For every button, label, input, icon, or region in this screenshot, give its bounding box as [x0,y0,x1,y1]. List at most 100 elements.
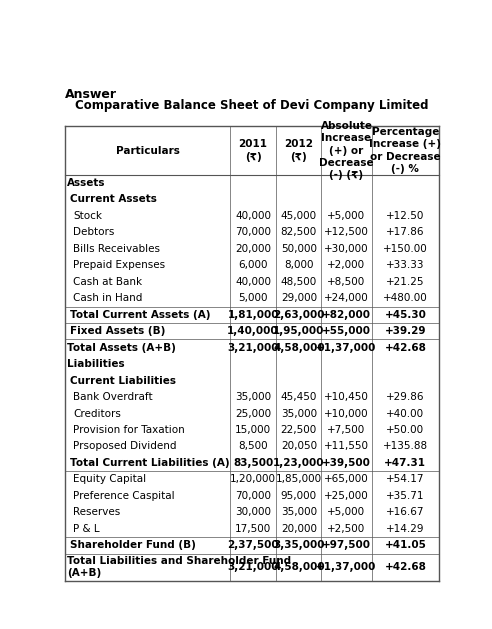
Text: Preference Caspital: Preference Caspital [73,491,175,501]
Text: 5,000: 5,000 [238,293,268,303]
Text: +65,000: +65,000 [324,474,369,484]
Text: 22,500: 22,500 [281,425,317,435]
Text: Comparative Balance Sheet of Devi Company Limited: Comparative Balance Sheet of Devi Compan… [75,99,429,112]
Text: 3,21,000: 3,21,000 [227,343,279,353]
Text: 45,450: 45,450 [280,392,317,402]
Text: 30,000: 30,000 [235,508,271,517]
Text: Total Current Liabilities (A): Total Current Liabilities (A) [70,458,229,468]
Text: +35.71: +35.71 [386,491,425,501]
Text: +7,500: +7,500 [327,425,366,435]
Text: Bank Overdraft: Bank Overdraft [73,392,153,402]
Text: 8,000: 8,000 [284,260,313,270]
Text: +17.86: +17.86 [386,228,425,237]
Text: +24,000: +24,000 [324,293,369,303]
Text: +10,450: +10,450 [324,392,369,402]
Text: Debtors: Debtors [73,228,114,237]
Text: +5,000: +5,000 [328,508,366,517]
Text: +33.33: +33.33 [386,260,425,270]
Text: 70,000: 70,000 [235,491,271,501]
Text: +42.68: +42.68 [384,343,426,353]
Text: +2,500: +2,500 [327,524,366,534]
Text: +40.00: +40.00 [386,409,425,418]
Text: Stock: Stock [73,211,102,221]
Text: +1,37,000: +1,37,000 [316,343,377,353]
Text: 2,37,500: 2,37,500 [227,540,279,550]
Text: 40,000: 40,000 [235,211,271,221]
Text: 35,000: 35,000 [281,409,317,418]
Text: 50,000: 50,000 [281,244,317,254]
Text: +39.29: +39.29 [385,326,426,337]
Text: 1,23,000: 1,23,000 [273,458,325,468]
Text: 2011
(₹): 2011 (₹) [239,140,268,162]
Text: 48,500: 48,500 [281,277,317,287]
Text: 1,85,000: 1,85,000 [276,474,322,484]
Text: 20,000: 20,000 [281,524,317,534]
Text: 35,000: 35,000 [281,508,317,517]
Text: 6,000: 6,000 [238,260,268,270]
Text: Cash in Hand: Cash in Hand [73,293,142,303]
Text: Total Liabilities and Shareholder Fund
(A+B): Total Liabilities and Shareholder Fund (… [67,556,291,578]
Text: 1,40,000: 1,40,000 [227,326,279,337]
Text: 29,000: 29,000 [281,293,317,303]
Text: 83,500: 83,500 [233,458,273,468]
Text: Cash at Bank: Cash at Bank [73,277,142,287]
Text: 17,500: 17,500 [235,524,271,534]
Text: Assets: Assets [67,178,106,188]
Text: 25,000: 25,000 [235,409,271,418]
Text: Prsoposed Dividend: Prsoposed Dividend [73,442,177,452]
Text: 4,58,000: 4,58,000 [273,343,325,353]
Text: 2,63,000: 2,63,000 [273,309,325,320]
Text: +29.86: +29.86 [386,392,425,402]
Text: Current Assets: Current Assets [70,194,157,204]
Text: +54.17: +54.17 [386,474,425,484]
Text: 40,000: 40,000 [235,277,271,287]
Text: Prepaid Expenses: Prepaid Expenses [73,260,165,270]
Text: 20,000: 20,000 [235,244,271,254]
Text: 20,050: 20,050 [281,442,317,452]
Text: 1,95,000: 1,95,000 [273,326,325,337]
Text: Absolute
Increase
(+) or
Decrease
(-) (₹): Absolute Increase (+) or Decrease (-) (₹… [319,121,374,181]
Text: +16.67: +16.67 [386,508,425,517]
Text: Provision for Taxation: Provision for Taxation [73,425,184,435]
Text: +30,000: +30,000 [324,244,369,254]
Text: 1,20,000: 1,20,000 [230,474,276,484]
Text: +25,000: +25,000 [324,491,369,501]
Text: Answer: Answer [65,87,117,101]
Text: +12,500: +12,500 [324,228,369,237]
Text: Total Current Assets (A): Total Current Assets (A) [70,309,211,320]
Text: +8,500: +8,500 [327,277,366,287]
Text: +45.30: +45.30 [384,309,426,320]
Text: Fixed Assets (B): Fixed Assets (B) [70,326,165,337]
Text: 35,000: 35,000 [235,392,271,402]
Text: 8,500: 8,500 [238,442,268,452]
Text: 70,000: 70,000 [235,228,271,237]
Text: +135.88: +135.88 [383,442,428,452]
Text: 95,000: 95,000 [281,491,317,501]
Text: +42.68: +42.68 [384,562,426,572]
Text: Total Assets (A+B): Total Assets (A+B) [67,343,176,353]
Text: Creditors: Creditors [73,409,121,418]
Text: +10,000: +10,000 [324,409,369,418]
Text: +14.29: +14.29 [386,524,425,534]
Text: 1,81,000: 1,81,000 [227,309,279,320]
Text: Bills Receivables: Bills Receivables [73,244,160,254]
Text: +21.25: +21.25 [386,277,425,287]
Text: +41.05: +41.05 [384,540,426,550]
Text: 82,500: 82,500 [281,228,317,237]
Text: +480.00: +480.00 [383,293,428,303]
Text: +150.00: +150.00 [383,244,428,254]
Text: 15,000: 15,000 [235,425,271,435]
Text: +97,500: +97,500 [322,540,371,550]
Text: +12.50: +12.50 [386,211,425,221]
Text: +5,000: +5,000 [328,211,366,221]
Text: +2,000: +2,000 [328,260,366,270]
Text: +47.31: +47.31 [384,458,427,468]
Text: +50.00: +50.00 [386,425,425,435]
Text: 4,58,000: 4,58,000 [273,562,325,572]
Text: 3,21,000: 3,21,000 [227,562,279,572]
Text: Particulars: Particulars [116,145,180,155]
Text: Equity Capital: Equity Capital [73,474,146,484]
Text: Percentage
Increase (+)
or Decrease
(-) %: Percentage Increase (+) or Decrease (-) … [369,127,441,174]
Text: Shareholder Fund (B): Shareholder Fund (B) [70,540,196,550]
Text: +39,500: +39,500 [322,458,371,468]
